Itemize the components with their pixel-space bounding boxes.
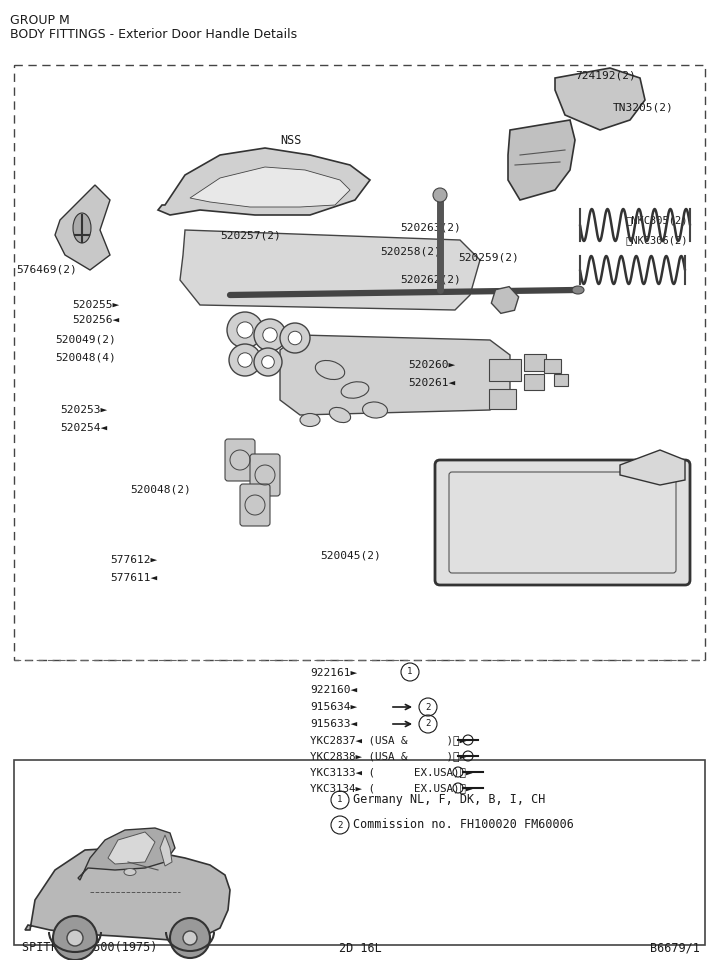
Text: 520259(2): 520259(2) (458, 253, 518, 263)
Text: TN3205(2): TN3205(2) (613, 103, 674, 113)
Ellipse shape (341, 382, 369, 398)
Polygon shape (555, 68, 645, 130)
Text: 2: 2 (426, 703, 431, 711)
Circle shape (433, 188, 447, 202)
Text: 520049(2): 520049(2) (55, 335, 116, 345)
Text: 2: 2 (337, 821, 343, 829)
Text: 2: 2 (426, 719, 431, 729)
Circle shape (53, 916, 97, 960)
Text: 520255►: 520255► (72, 300, 120, 310)
Circle shape (67, 930, 83, 946)
FancyBboxPatch shape (435, 460, 690, 585)
Polygon shape (158, 148, 370, 215)
FancyBboxPatch shape (489, 389, 516, 409)
Text: 520257(2): 520257(2) (220, 230, 281, 240)
Text: 576469(2): 576469(2) (16, 265, 77, 275)
Text: 922161►: 922161► (310, 668, 357, 678)
Text: 520254◄: 520254◄ (60, 423, 107, 433)
Text: ①NKC306(2): ①NKC306(2) (625, 235, 688, 245)
Text: YKC3134► (      EX.USA)②►: YKC3134► ( EX.USA)②► (310, 783, 472, 793)
FancyBboxPatch shape (225, 439, 255, 481)
Text: 520258(2): 520258(2) (380, 247, 441, 257)
Text: 577611◄: 577611◄ (110, 573, 157, 583)
Polygon shape (78, 828, 175, 880)
Text: NSS: NSS (280, 133, 302, 147)
Text: 520045(2): 520045(2) (320, 550, 381, 560)
FancyBboxPatch shape (524, 354, 546, 371)
Text: 922160◄: 922160◄ (310, 685, 357, 695)
Ellipse shape (363, 402, 387, 418)
Ellipse shape (572, 286, 584, 294)
Circle shape (261, 356, 274, 369)
Polygon shape (25, 848, 230, 940)
Polygon shape (55, 185, 110, 270)
Text: 2D 16L: 2D 16L (338, 942, 382, 954)
FancyBboxPatch shape (544, 359, 561, 373)
Polygon shape (108, 832, 155, 864)
Circle shape (254, 348, 282, 376)
Text: 915633◄: 915633◄ (310, 719, 357, 729)
Text: ①NKC305(2): ①NKC305(2) (625, 215, 688, 225)
FancyBboxPatch shape (524, 374, 544, 390)
Text: 520262(2): 520262(2) (400, 275, 461, 285)
Text: 1: 1 (408, 667, 413, 677)
Text: 520048(2): 520048(2) (130, 485, 191, 495)
Ellipse shape (124, 869, 136, 876)
Text: 520048(4): 520048(4) (55, 353, 116, 363)
Ellipse shape (300, 414, 320, 426)
Text: GROUP M: GROUP M (10, 14, 70, 27)
Bar (14, 760, 705, 945)
Text: 915634►: 915634► (310, 702, 357, 712)
FancyBboxPatch shape (489, 359, 521, 381)
Circle shape (237, 322, 253, 338)
Text: BODY FITTINGS - Exterior Door Handle Details: BODY FITTINGS - Exterior Door Handle Det… (10, 28, 297, 41)
Circle shape (183, 931, 197, 945)
Polygon shape (280, 335, 510, 415)
Text: YKC2837◄ (USA &      )②►: YKC2837◄ (USA & )②► (310, 735, 466, 745)
Circle shape (288, 331, 302, 345)
Text: SPITFIRE 1500(1975): SPITFIRE 1500(1975) (22, 942, 158, 954)
Circle shape (227, 312, 263, 348)
Polygon shape (180, 230, 480, 310)
FancyBboxPatch shape (240, 484, 270, 526)
Text: YKC2838► (USA &      )②►: YKC2838► (USA & )②► (310, 751, 466, 761)
Text: 520253►: 520253► (60, 405, 107, 415)
Text: Germany NL, F, DK, B, I, CH: Germany NL, F, DK, B, I, CH (353, 794, 545, 806)
Ellipse shape (315, 360, 345, 379)
Polygon shape (190, 167, 350, 207)
Polygon shape (160, 835, 172, 866)
Text: 724192(2): 724192(2) (575, 70, 636, 80)
Ellipse shape (329, 407, 351, 422)
Text: 577612►: 577612► (110, 555, 157, 565)
FancyBboxPatch shape (250, 454, 280, 496)
Polygon shape (620, 450, 685, 485)
Text: B6679/1: B6679/1 (650, 942, 700, 954)
Ellipse shape (73, 213, 91, 243)
Text: 520263(2): 520263(2) (400, 223, 461, 233)
Circle shape (254, 319, 286, 351)
Text: 520256◄: 520256◄ (72, 315, 120, 325)
Circle shape (229, 344, 261, 376)
Text: 520261◄: 520261◄ (408, 378, 455, 388)
Circle shape (170, 918, 210, 958)
Circle shape (238, 352, 252, 368)
Bar (14, 65, 705, 660)
FancyBboxPatch shape (554, 374, 568, 386)
Polygon shape (508, 120, 575, 200)
Circle shape (263, 327, 277, 342)
Text: Commission no. FH100020 FM60006: Commission no. FH100020 FM60006 (353, 819, 574, 831)
Text: 520260►: 520260► (408, 360, 455, 370)
Text: YKC3133◄ (      EX.USA)②►: YKC3133◄ ( EX.USA)②► (310, 767, 472, 777)
Text: 1: 1 (337, 796, 343, 804)
Circle shape (280, 323, 310, 353)
